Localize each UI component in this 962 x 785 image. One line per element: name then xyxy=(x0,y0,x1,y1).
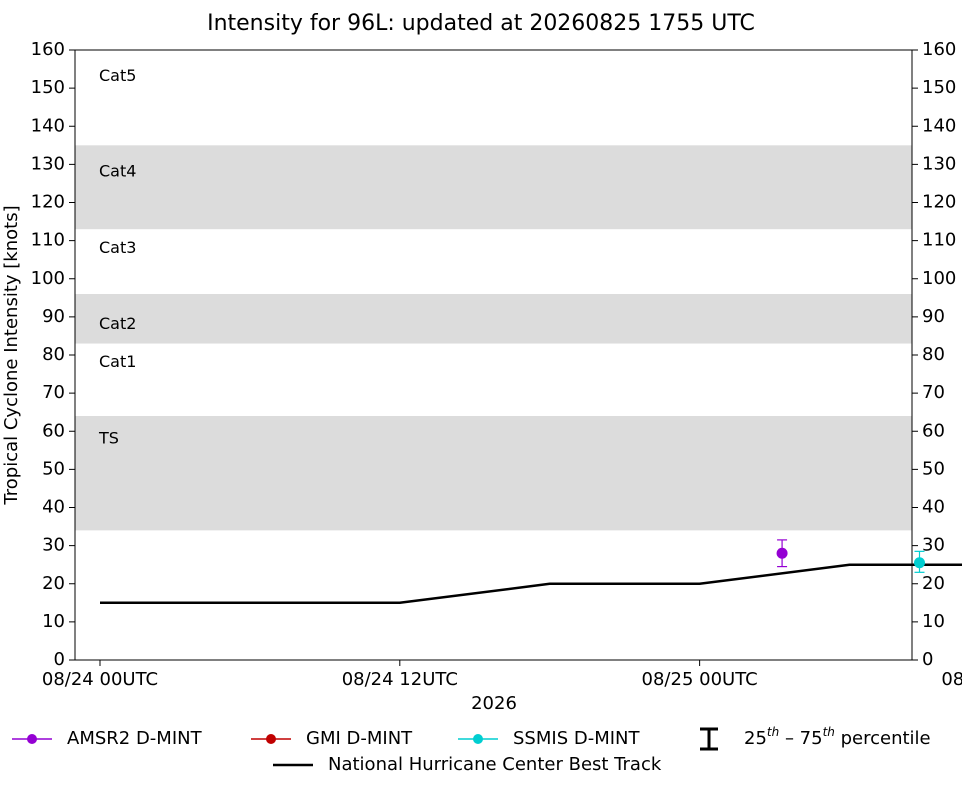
y-tick-label-right: 40 xyxy=(922,497,945,518)
y-tick-label-right: 20 xyxy=(922,573,945,594)
chart-title: Intensity for 96L: updated at 20260825 1… xyxy=(207,11,755,36)
series-layer xyxy=(100,539,962,605)
legend-percentile-label: 25th – 75th percentile xyxy=(744,725,931,750)
legend-entry-percentile: 25th – 75th percentile xyxy=(700,725,931,751)
y-tick-label-left: 110 xyxy=(31,230,65,251)
y-tick-label-right: 140 xyxy=(922,115,956,136)
data-point-ssmis-d-mint xyxy=(913,550,925,573)
y-tick-label-left: 160 xyxy=(31,39,65,60)
y-tick-label-right: 90 xyxy=(922,306,945,327)
legend: AMSR2 D-MINT GMI D-MINT SSMIS D-MINT 25th –… xyxy=(12,725,931,775)
y-tick-label-left: 120 xyxy=(31,192,65,213)
x-tick-label: 08/24 12UTC xyxy=(342,669,458,690)
y-axis-left: 0 10 20 30 40 50 60 70 80 90 100 110 120 130 140 150 160 xyxy=(31,39,75,670)
band-label-cat3: Cat3 xyxy=(99,238,136,257)
y-tick-label-left: 150 xyxy=(31,77,65,98)
y-tick-label-left: 10 xyxy=(42,611,65,632)
y-tick-label-left: 140 xyxy=(31,115,65,136)
legend-swatch-marker xyxy=(27,734,37,744)
y-tick-label-right: 30 xyxy=(922,535,945,556)
band-label-cat5: Cat5 xyxy=(99,66,136,85)
category-band-labels: TS Cat1 Cat2 Cat3 Cat4 Cat5 xyxy=(98,66,136,447)
y-tick-label-left: 70 xyxy=(42,382,65,403)
legend-label: AMSR2 D-MINT xyxy=(67,728,203,749)
y-tick-label-right: 120 xyxy=(922,192,956,213)
legend-entry-ssmis-d-mint: SSMIS D-MINT xyxy=(458,728,640,749)
y-tick-label-right: 60 xyxy=(922,420,945,441)
band-label-ts: TS xyxy=(98,428,119,447)
y-tick-label-right: 10 xyxy=(922,611,945,632)
legend-label: National Hurricane Center Best Track xyxy=(328,754,662,775)
y-tick-label-right: 80 xyxy=(922,344,945,365)
legend-label: SSMIS D-MINT xyxy=(513,728,640,749)
y-tick-label-left: 40 xyxy=(42,497,65,518)
x-axis-label: 2026 xyxy=(471,693,517,714)
y-tick-label-left: 100 xyxy=(31,268,65,289)
y-tick-label-left: 20 xyxy=(42,573,65,594)
marker xyxy=(913,557,925,569)
marker xyxy=(776,547,788,559)
y-tick-label-left: 30 xyxy=(42,535,65,556)
x-tick-label: 08/24 00UTC xyxy=(42,669,158,690)
band-label-cat4: Cat4 xyxy=(99,162,136,181)
y-tick-label-right: 100 xyxy=(922,268,956,289)
y-tick-label-left: 90 xyxy=(42,306,65,327)
legend-swatch-marker xyxy=(473,734,483,744)
legend-entry-gmi-d-mint: GMI D-MINT xyxy=(251,728,413,749)
x-axis: 08/24 00UTC 08/24 12UTC 08/25 00UTC 08/25 1… xyxy=(42,660,962,690)
y-tick-label-right: 160 xyxy=(922,39,956,60)
band-label-cat2: Cat2 xyxy=(99,314,136,333)
band-ts xyxy=(75,416,912,531)
y-tick-label-left: 50 xyxy=(42,458,65,479)
y-tick-label-left: 130 xyxy=(31,153,65,174)
y-tick-label-right: 150 xyxy=(922,77,956,98)
legend-swatch-marker xyxy=(266,734,276,744)
plot-frame xyxy=(74,49,913,661)
category-bands xyxy=(75,145,912,531)
y-tick-label-right: 70 xyxy=(922,382,945,403)
x-tick-label: 08/25 12UTC xyxy=(941,669,962,690)
y-tick-label-left: 80 xyxy=(42,344,65,365)
y-tick-label-left: 60 xyxy=(42,420,65,441)
y-tick-label-right: 110 xyxy=(922,230,956,251)
y-axis-label: Tropical Cyclone Intensity [knots] xyxy=(1,205,22,505)
legend-entry-best-track: National Hurricane Center Best Track xyxy=(273,754,662,775)
band-cat4 xyxy=(75,145,912,230)
legend-entry-amsr2-d-mint: AMSR2 D-MINT xyxy=(12,728,203,749)
data-point-amsr2-d-mint xyxy=(776,539,788,568)
y-tick-label-right: 0 xyxy=(922,649,933,670)
y-axis-right: 0 10 20 30 40 50 60 70 80 90 100 110 120 130 140 150 160 xyxy=(912,39,956,670)
series-line-national-hurricane-center-best-track xyxy=(100,563,962,605)
band-label-cat1: Cat1 xyxy=(99,352,136,371)
legend-label: GMI D-MINT xyxy=(306,728,413,749)
y-tick-label-right: 50 xyxy=(922,458,945,479)
x-tick-label: 08/25 00UTC xyxy=(642,669,758,690)
band-cat2 xyxy=(75,294,912,344)
y-tick-label-right: 130 xyxy=(922,153,956,174)
y-tick-label-left: 0 xyxy=(54,649,65,670)
